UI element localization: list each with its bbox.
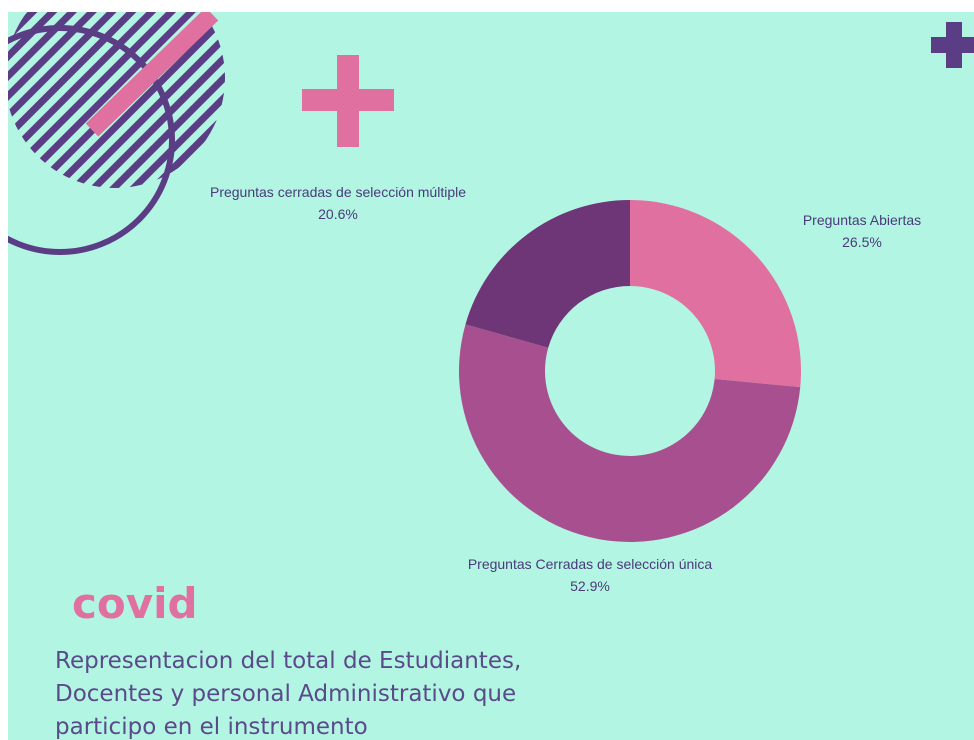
segment-value-label: 26.5% [842,234,882,250]
plus-decoration [302,89,394,111]
segment-label: Preguntas cerradas de selección múltiple [210,184,466,200]
page: covid Representacion del total de Estudi… [0,0,974,740]
segment-value-label: 20.6% [318,206,358,222]
heading: covid [72,579,198,628]
description-line: participo en el instrumento [55,714,368,740]
top-margin [8,0,974,12]
infographic: covid Representacion del total de Estudi… [0,0,974,740]
plus-decoration [931,37,974,53]
description-line: Representacion del total de Estudiantes, [55,648,521,674]
segment-label: Preguntas Cerradas de selección única [468,556,713,572]
segment-value-label: 52.9% [570,578,610,594]
segment-label: Preguntas Abiertas [803,212,921,228]
description-line: Docentes y personal Administrativo que [55,681,516,707]
left-margin [0,0,8,740]
